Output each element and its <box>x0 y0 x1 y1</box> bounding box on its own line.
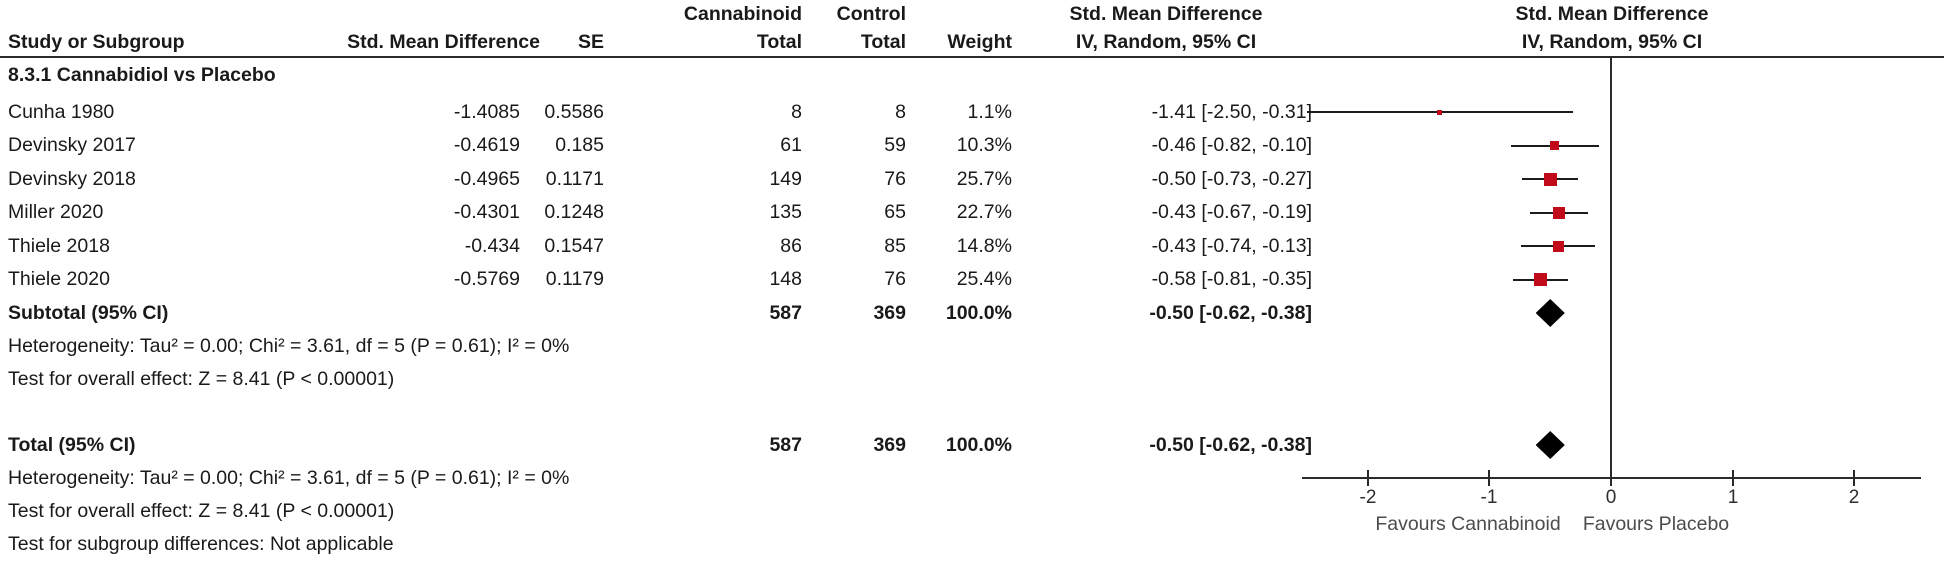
subtotal-n-control: 369 <box>873 302 906 324</box>
zero-reference-line <box>1610 58 1612 478</box>
study-n-treatment: 8 <box>791 101 802 123</box>
study-name: Miller 2020 <box>8 201 104 223</box>
study-ci-text: -0.50 [-0.73, -0.27] <box>1151 168 1312 190</box>
header-std-mean-difference: Std. Mean Difference <box>347 31 540 53</box>
effect-estimate-square <box>1552 206 1565 219</box>
effect-estimate-square <box>1550 141 1560 150</box>
study-n-treatment: 61 <box>780 134 802 156</box>
favours-right-label: Favours Placebo <box>1582 513 1730 535</box>
study-weight: 22.7% <box>956 201 1012 223</box>
study-se: 0.185 <box>555 134 604 156</box>
effect-estimate-square <box>1437 109 1443 115</box>
study-weight: 14.8% <box>956 235 1012 257</box>
header-smd-text-column: Std. Mean Difference <box>1069 3 1263 25</box>
study-name: Thiele 2020 <box>8 268 110 290</box>
subgroup-overall-effect-text: Test for overall effect: Z = 8.41 (P < 0… <box>8 368 395 390</box>
effect-estimate-square <box>1552 240 1564 252</box>
header-total-treatment: Total <box>756 31 802 53</box>
total-label: Total (95% CI) <box>8 434 136 456</box>
total-heterogeneity-text: Heterogeneity: Tau² = 0.00; Chi² = 3.61,… <box>8 467 570 489</box>
total-ci-text: -0.50 [-0.62, -0.38] <box>1149 434 1312 456</box>
study-smd: -0.4619 <box>453 134 520 156</box>
study-n-control: 76 <box>884 168 906 190</box>
study-n-treatment: 135 <box>769 201 802 223</box>
summary-diamond <box>1535 431 1565 459</box>
study-smd: -0.5769 <box>453 268 520 290</box>
header-control: Control <box>836 3 906 25</box>
study-weight: 1.1% <box>967 101 1012 123</box>
total-overall-effect-text: Test for overall effect: Z = 8.41 (P < 0… <box>8 500 395 522</box>
header-smd-plot-column: Std. Mean Difference <box>1515 3 1709 25</box>
effect-estimate-square <box>1544 172 1558 186</box>
study-ci-text: -0.43 [-0.67, -0.19] <box>1151 201 1312 223</box>
effect-estimate-square <box>1534 273 1548 286</box>
study-n-control: 76 <box>884 268 906 290</box>
axis-tick <box>1488 470 1490 486</box>
study-n-control: 8 <box>895 101 906 123</box>
summary-diamond <box>1535 299 1565 327</box>
subgroup-differences-text: Test for subgroup differences: Not appli… <box>8 533 394 555</box>
subtotal-weight: 100.0% <box>945 302 1012 324</box>
axis-tick-label: 2 <box>1848 487 1860 508</box>
study-weight: 25.7% <box>956 168 1012 190</box>
study-n-treatment: 148 <box>769 268 802 290</box>
subtotal-ci-text: -0.50 [-0.62, -0.38] <box>1149 302 1312 324</box>
header-study-or-subgroup: Study or Subgroup <box>8 31 185 53</box>
study-name: Devinsky 2017 <box>8 134 136 156</box>
study-name: Devinsky 2018 <box>8 168 136 190</box>
subgroup-title: 8.3.1 Cannabidiol vs Placebo <box>8 64 276 86</box>
header-cannabinoid: Cannabinoid <box>683 3 802 25</box>
study-n-treatment: 149 <box>769 168 802 190</box>
study-se: 0.1179 <box>545 268 604 290</box>
header-iv-random-ci-text: IV, Random, 95% CI <box>1075 31 1257 53</box>
study-n-control: 59 <box>884 134 906 156</box>
study-se: 0.1547 <box>544 235 604 257</box>
study-smd: -1.4085 <box>453 101 520 123</box>
header-separator-line <box>0 56 1944 58</box>
study-ci-text: -1.41 [-2.50, -0.31] <box>1151 101 1312 123</box>
study-ci-text: -0.46 [-0.82, -0.10] <box>1151 134 1312 156</box>
total-n-treatment: 587 <box>769 434 802 456</box>
axis-tick-label: -2 <box>1359 487 1377 508</box>
axis-tick <box>1853 470 1855 486</box>
study-se: 0.5586 <box>544 101 604 123</box>
total-n-control: 369 <box>873 434 906 456</box>
study-se: 0.1248 <box>544 201 604 223</box>
subgroup-heterogeneity-text: Heterogeneity: Tau² = 0.00; Chi² = 3.61,… <box>8 335 570 357</box>
axis-tick-label: -1 <box>1480 487 1498 508</box>
subtotal-label: Subtotal (95% CI) <box>8 302 169 324</box>
study-n-control: 65 <box>884 201 906 223</box>
header-total-control: Total <box>860 31 906 53</box>
axis-tick <box>1732 470 1734 486</box>
favours-left-label: Favours Cannabinoid <box>1375 513 1561 535</box>
axis-tick-label: 1 <box>1727 487 1739 508</box>
study-smd: -0.4301 <box>453 201 520 223</box>
axis-tick <box>1367 470 1369 486</box>
study-name: Cunha 1980 <box>8 101 115 123</box>
header-weight: Weight <box>947 31 1012 53</box>
study-n-treatment: 86 <box>780 235 802 257</box>
subtotal-n-treatment: 587 <box>769 302 802 324</box>
study-name: Thiele 2018 <box>8 235 110 257</box>
study-ci-text: -0.43 [-0.74, -0.13] <box>1151 235 1312 257</box>
header-iv-random-ci-plot: IV, Random, 95% CI <box>1521 31 1703 53</box>
study-se: 0.1171 <box>545 168 604 190</box>
study-smd: -0.4965 <box>453 168 520 190</box>
study-ci-text: -0.58 [-0.81, -0.35] <box>1151 268 1312 290</box>
axis-tick-label: 0 <box>1605 487 1617 508</box>
total-weight: 100.0% <box>945 434 1012 456</box>
axis-tick <box>1610 470 1612 486</box>
study-weight: 25.4% <box>956 268 1012 290</box>
header-se: SE <box>577 31 604 53</box>
study-smd: -0.434 <box>464 235 520 257</box>
study-n-control: 85 <box>884 235 906 257</box>
study-weight: 10.3% <box>956 134 1012 156</box>
